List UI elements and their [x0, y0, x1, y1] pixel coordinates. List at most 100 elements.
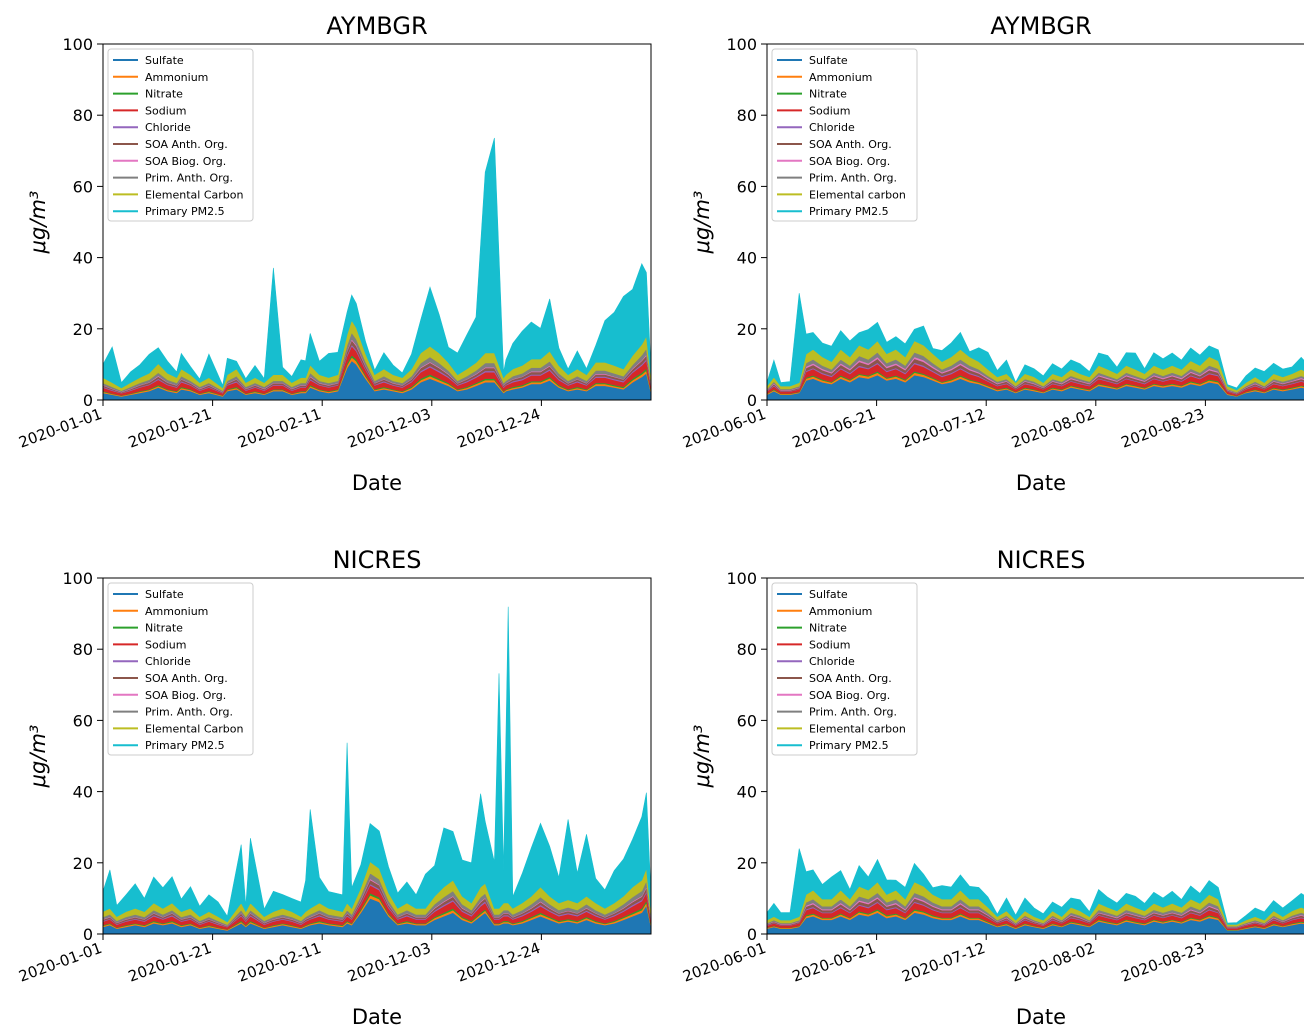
x-tick-label: 2020-01-01	[16, 939, 104, 986]
area-primary-pm2-5	[767, 848, 1304, 925]
legend-label: Elemental Carbon	[145, 722, 243, 735]
legend-label: Prim. Anth. Org.	[145, 706, 233, 719]
chart-title: NICRES	[333, 546, 422, 574]
legend-label: Prim. Anth. Org.	[809, 172, 897, 185]
x-tick-label: 2020-02-11	[235, 405, 323, 452]
x-tick-label: 2020-12-24	[455, 405, 543, 452]
y-tick-label: 0	[747, 925, 757, 944]
y-tick-label: 0	[83, 925, 93, 944]
legend: Sulfate Ammonium Nitrate Sodium Chloride SOA …	[107, 48, 254, 222]
y-tick-label: 80	[73, 106, 93, 125]
legend-label: Primary PM2.5	[809, 739, 889, 752]
x-axis-label: Date	[1016, 1005, 1066, 1028]
chart-title: NICRES	[997, 546, 1086, 574]
x-tick-label: 2020-12-03	[345, 405, 433, 452]
legend-label: Chloride	[145, 121, 191, 134]
y-tick-label: 80	[737, 640, 757, 659]
area-primary-pm2-5	[103, 606, 651, 923]
y-tick-label: 100	[62, 569, 93, 588]
y-tick-label: 80	[737, 106, 757, 125]
x-tick-label: 2020-06-01	[680, 939, 768, 986]
legend-label: Sulfate	[145, 588, 184, 601]
legend-label: Elemental carbon	[809, 188, 906, 201]
y-tick-label: 60	[737, 177, 757, 196]
stacked-areas	[103, 137, 651, 400]
x-tick-label: 2020-08-23	[1119, 939, 1207, 986]
legend-label: SOA Anth. Org.	[145, 672, 228, 685]
legend-label: SOA Biog. Org.	[145, 689, 226, 702]
chart-panel-1: AYMBGR 0 20 40 60 80 100 μg/m³ 2020-01-01 2020-01…	[16, 12, 652, 495]
legend: Sulfate Ammonium Nitrate Sodium Chloride SOA …	[771, 582, 918, 756]
x-tick-label: 2020-08-02	[1009, 405, 1097, 452]
x-tick-label: 2020-02-11	[235, 939, 323, 986]
chart-panel-4: NICRES 0 20 40 60 80 100 μg/m³ 2020-06-01 2020-06…	[680, 546, 1304, 1029]
y-tick-label: 0	[747, 391, 757, 410]
legend-label: Sodium	[809, 104, 850, 117]
legend-label: Primary PM2.5	[809, 205, 889, 218]
legend-label: Sulfate	[145, 54, 184, 67]
legend-label: Ammonium	[809, 605, 872, 618]
y-axis-label: μg/m³	[690, 725, 714, 789]
legend-label: SOA Anth. Org.	[145, 138, 228, 151]
legend-label: Ammonium	[145, 605, 208, 618]
plot-frame	[102, 577, 652, 935]
legend: Sulfate Ammonium Nitrate Sodium Chloride SOA …	[771, 48, 918, 222]
x-axis-label: Date	[1016, 471, 1066, 495]
y-tick-label: 100	[726, 569, 757, 588]
legend-label: Nitrate	[809, 88, 847, 101]
y-tick-label: 80	[73, 640, 93, 659]
x-tick-label: 2020-01-21	[126, 405, 214, 452]
legend-box	[771, 48, 918, 222]
plot-frame	[766, 577, 1304, 935]
legend-label: Ammonium	[145, 71, 208, 84]
legend-label: Prim. Anth. Org.	[809, 706, 897, 719]
legend-label: SOA Biog. Org.	[145, 155, 226, 168]
area-primary-pm2-5	[767, 293, 1304, 391]
area-primary-pm2-5	[103, 137, 651, 389]
chart-panel-3: NICRES 0 20 40 60 80 100 μg/m³ 2020-01-01 2020-01…	[16, 546, 652, 1029]
legend-label: Chloride	[809, 121, 855, 134]
legend-label: Sulfate	[809, 54, 848, 67]
x-axis-label: Date	[352, 1005, 402, 1028]
legend-label: Nitrate	[145, 88, 183, 101]
legend-label: Sodium	[145, 104, 186, 117]
legend-label: Sodium	[145, 638, 186, 651]
legend-label: SOA Anth. Org.	[809, 138, 892, 151]
stacked-areas	[767, 293, 1304, 400]
legend-label: SOA Anth. Org.	[809, 672, 892, 685]
y-tick-label: 60	[73, 711, 93, 730]
x-tick-label: 2020-08-23	[1119, 405, 1207, 452]
x-tick-label: 2020-12-03	[345, 939, 433, 986]
chart-panel-2: AYMBGR 0 20 40 60 80 100 μg/m³ 2020-06-01 2020-06…	[680, 12, 1304, 495]
x-tick-label: 2020-01-01	[16, 405, 104, 452]
stacked-areas	[103, 606, 651, 934]
plot-frame	[102, 43, 652, 401]
legend: Sulfate Ammonium Nitrate Sodium Chloride SOA …	[107, 582, 254, 756]
x-tick-label: 2020-06-21	[790, 405, 878, 452]
y-tick-label: 20	[737, 320, 757, 339]
y-axis-label: μg/m³	[26, 191, 50, 255]
chart-title: AYMBGR	[990, 12, 1091, 40]
legend-label: Chloride	[145, 655, 191, 668]
x-tick-label: 2020-08-02	[1009, 939, 1097, 986]
y-tick-label: 60	[737, 711, 757, 730]
x-tick-label: 2020-01-21	[126, 939, 214, 986]
y-tick-label: 20	[73, 854, 93, 873]
x-tick-label: 2020-06-01	[680, 405, 768, 452]
legend-label: Nitrate	[145, 622, 183, 635]
y-tick-label: 100	[62, 35, 93, 54]
legend-label: Primary PM2.5	[145, 205, 225, 218]
legend-label: Sulfate	[809, 588, 848, 601]
y-tick-label: 20	[737, 854, 757, 873]
y-tick-label: 40	[737, 783, 757, 802]
legend-label: Elemental Carbon	[145, 188, 243, 201]
legend-label: SOA Biog. Org.	[809, 689, 890, 702]
legend-label: Chloride	[809, 655, 855, 668]
y-tick-label: 40	[737, 249, 757, 268]
y-tick-label: 40	[73, 249, 93, 268]
legend-label: Elemental carbon	[809, 722, 906, 735]
y-tick-label: 20	[73, 320, 93, 339]
legend-box	[107, 582, 254, 756]
legend-label: Sodium	[809, 638, 850, 651]
